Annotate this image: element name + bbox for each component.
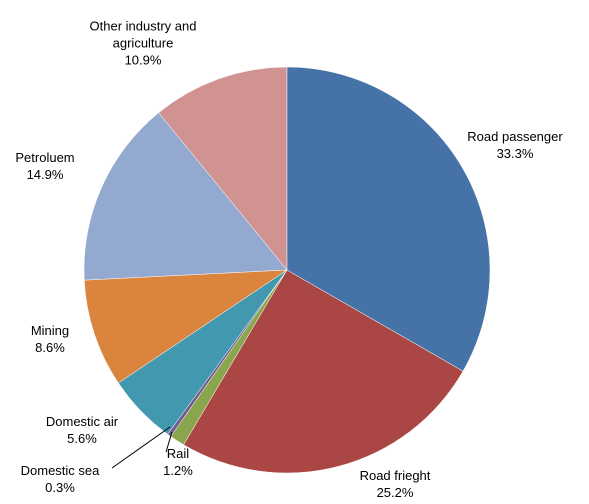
- slice-value: 5.6%: [67, 431, 97, 446]
- slice-label: Mining 8.6%: [10, 322, 90, 356]
- slice-value: 33.3%: [496, 146, 534, 161]
- pie-slice: [83, 269, 288, 384]
- pie-slice: [83, 112, 288, 281]
- pie-slice: [158, 66, 288, 271]
- slice-name: Petroluem: [15, 150, 75, 165]
- slice-name: Other industry and agriculture: [89, 18, 197, 51]
- leader-line: [165, 431, 173, 453]
- slice-name: Domestic air: [45, 414, 119, 429]
- slice-value: 8.6%: [35, 340, 65, 355]
- slice-name: Domestic sea: [20, 463, 100, 478]
- leader-line: [111, 426, 171, 469]
- slice-value: 14.9%: [26, 167, 64, 182]
- slice-name: Rail: [166, 446, 190, 461]
- slice-label: Other industry and agriculture 10.9%: [76, 18, 211, 69]
- slice-label: Road frieght 25.2%: [325, 467, 465, 501]
- slice-label: Domestic air 5.6%: [27, 413, 137, 447]
- slice-value: 25.2%: [376, 485, 414, 500]
- slice-label: Rail 1.2%: [148, 445, 208, 479]
- slice-name: Road passenger: [467, 129, 563, 144]
- slice-value: 0.3%: [45, 480, 75, 495]
- slice-value: 1.2%: [163, 463, 193, 478]
- slice-value: 10.9%: [124, 52, 162, 68]
- slice-name: Mining: [30, 323, 70, 338]
- slice-label: Domestic sea 0.3%: [5, 462, 115, 496]
- pie-slice: [286, 66, 491, 372]
- slice-label: Petroluem 14.9%: [5, 149, 85, 183]
- slice-label: Road passenger 33.3%: [445, 128, 585, 162]
- slice-name: Road frieght: [359, 468, 431, 483]
- pie-slice: [183, 269, 464, 474]
